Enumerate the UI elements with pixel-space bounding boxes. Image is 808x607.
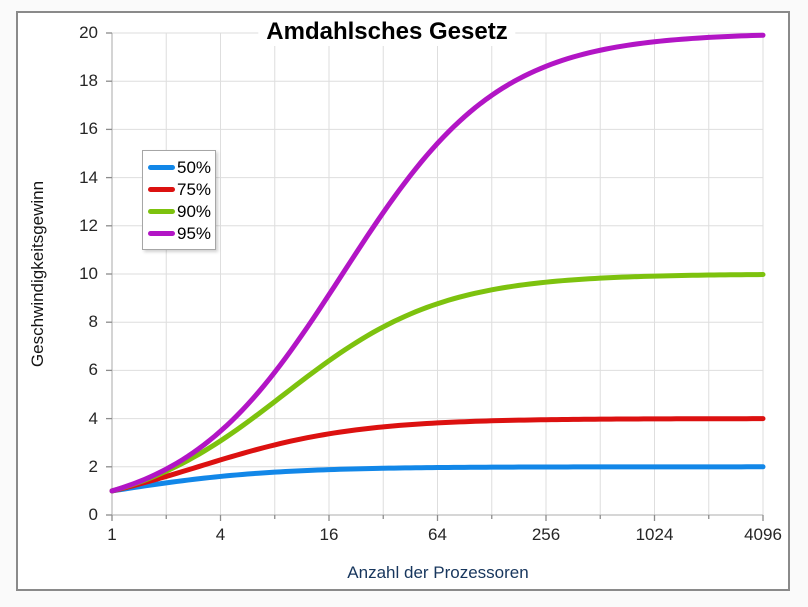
curve-50%: [109, 464, 766, 494]
legend-swatch-icon: [148, 208, 175, 214]
legend: 50% 75% 90% 95%: [142, 150, 216, 250]
x-tick-label: 1: [107, 525, 117, 544]
legend-label: 50%: [177, 157, 212, 177]
y-tick-label: 6: [88, 360, 98, 380]
y-tick-label: 20: [79, 23, 98, 42]
legend-label: 95%: [177, 223, 212, 243]
x-axis-title: Anzahl der Prozessoren: [347, 563, 529, 582]
legend-item: 50%: [148, 156, 211, 178]
x-tick-label: 64: [428, 525, 447, 544]
legend-swatch-icon: [148, 186, 175, 192]
curve-75%: [109, 416, 766, 494]
y-tick-label: 12: [79, 215, 98, 235]
legend-label: 75%: [177, 179, 212, 199]
y-tick-label: 10: [79, 264, 98, 283]
x-tick-label: 4096: [744, 525, 782, 544]
x-tick-label: 256: [531, 525, 561, 544]
y-tick-label: 18: [79, 71, 98, 91]
x-tick-label: 4: [215, 525, 226, 544]
y-tick-label: 2: [88, 456, 98, 476]
y-tick-label: 8: [88, 312, 98, 332]
y-tick-label: 4: [88, 408, 98, 428]
chart-title: Amdahlsches Gesetz: [258, 18, 516, 46]
curve-90%: [109, 272, 766, 494]
legend-item: 95%: [148, 222, 211, 244]
legend-swatch-icon: [148, 230, 175, 236]
legend-item: 75%: [148, 178, 211, 200]
y-tick-label: 0: [88, 505, 98, 524]
y-axis-title: Geschwindigkeitsgewinn: [28, 180, 47, 368]
legend-swatch-icon: [148, 164, 175, 170]
legend-item: 90%: [148, 200, 211, 222]
curve-95%: [109, 32, 766, 494]
legend-label: 90%: [177, 201, 212, 221]
x-tick-label: 1024: [635, 525, 674, 544]
y-tick-label: 16: [79, 119, 98, 139]
x-tick-label: 16: [319, 525, 339, 544]
chart-frame: [16, 11, 790, 591]
y-tick-label: 14: [79, 167, 98, 187]
